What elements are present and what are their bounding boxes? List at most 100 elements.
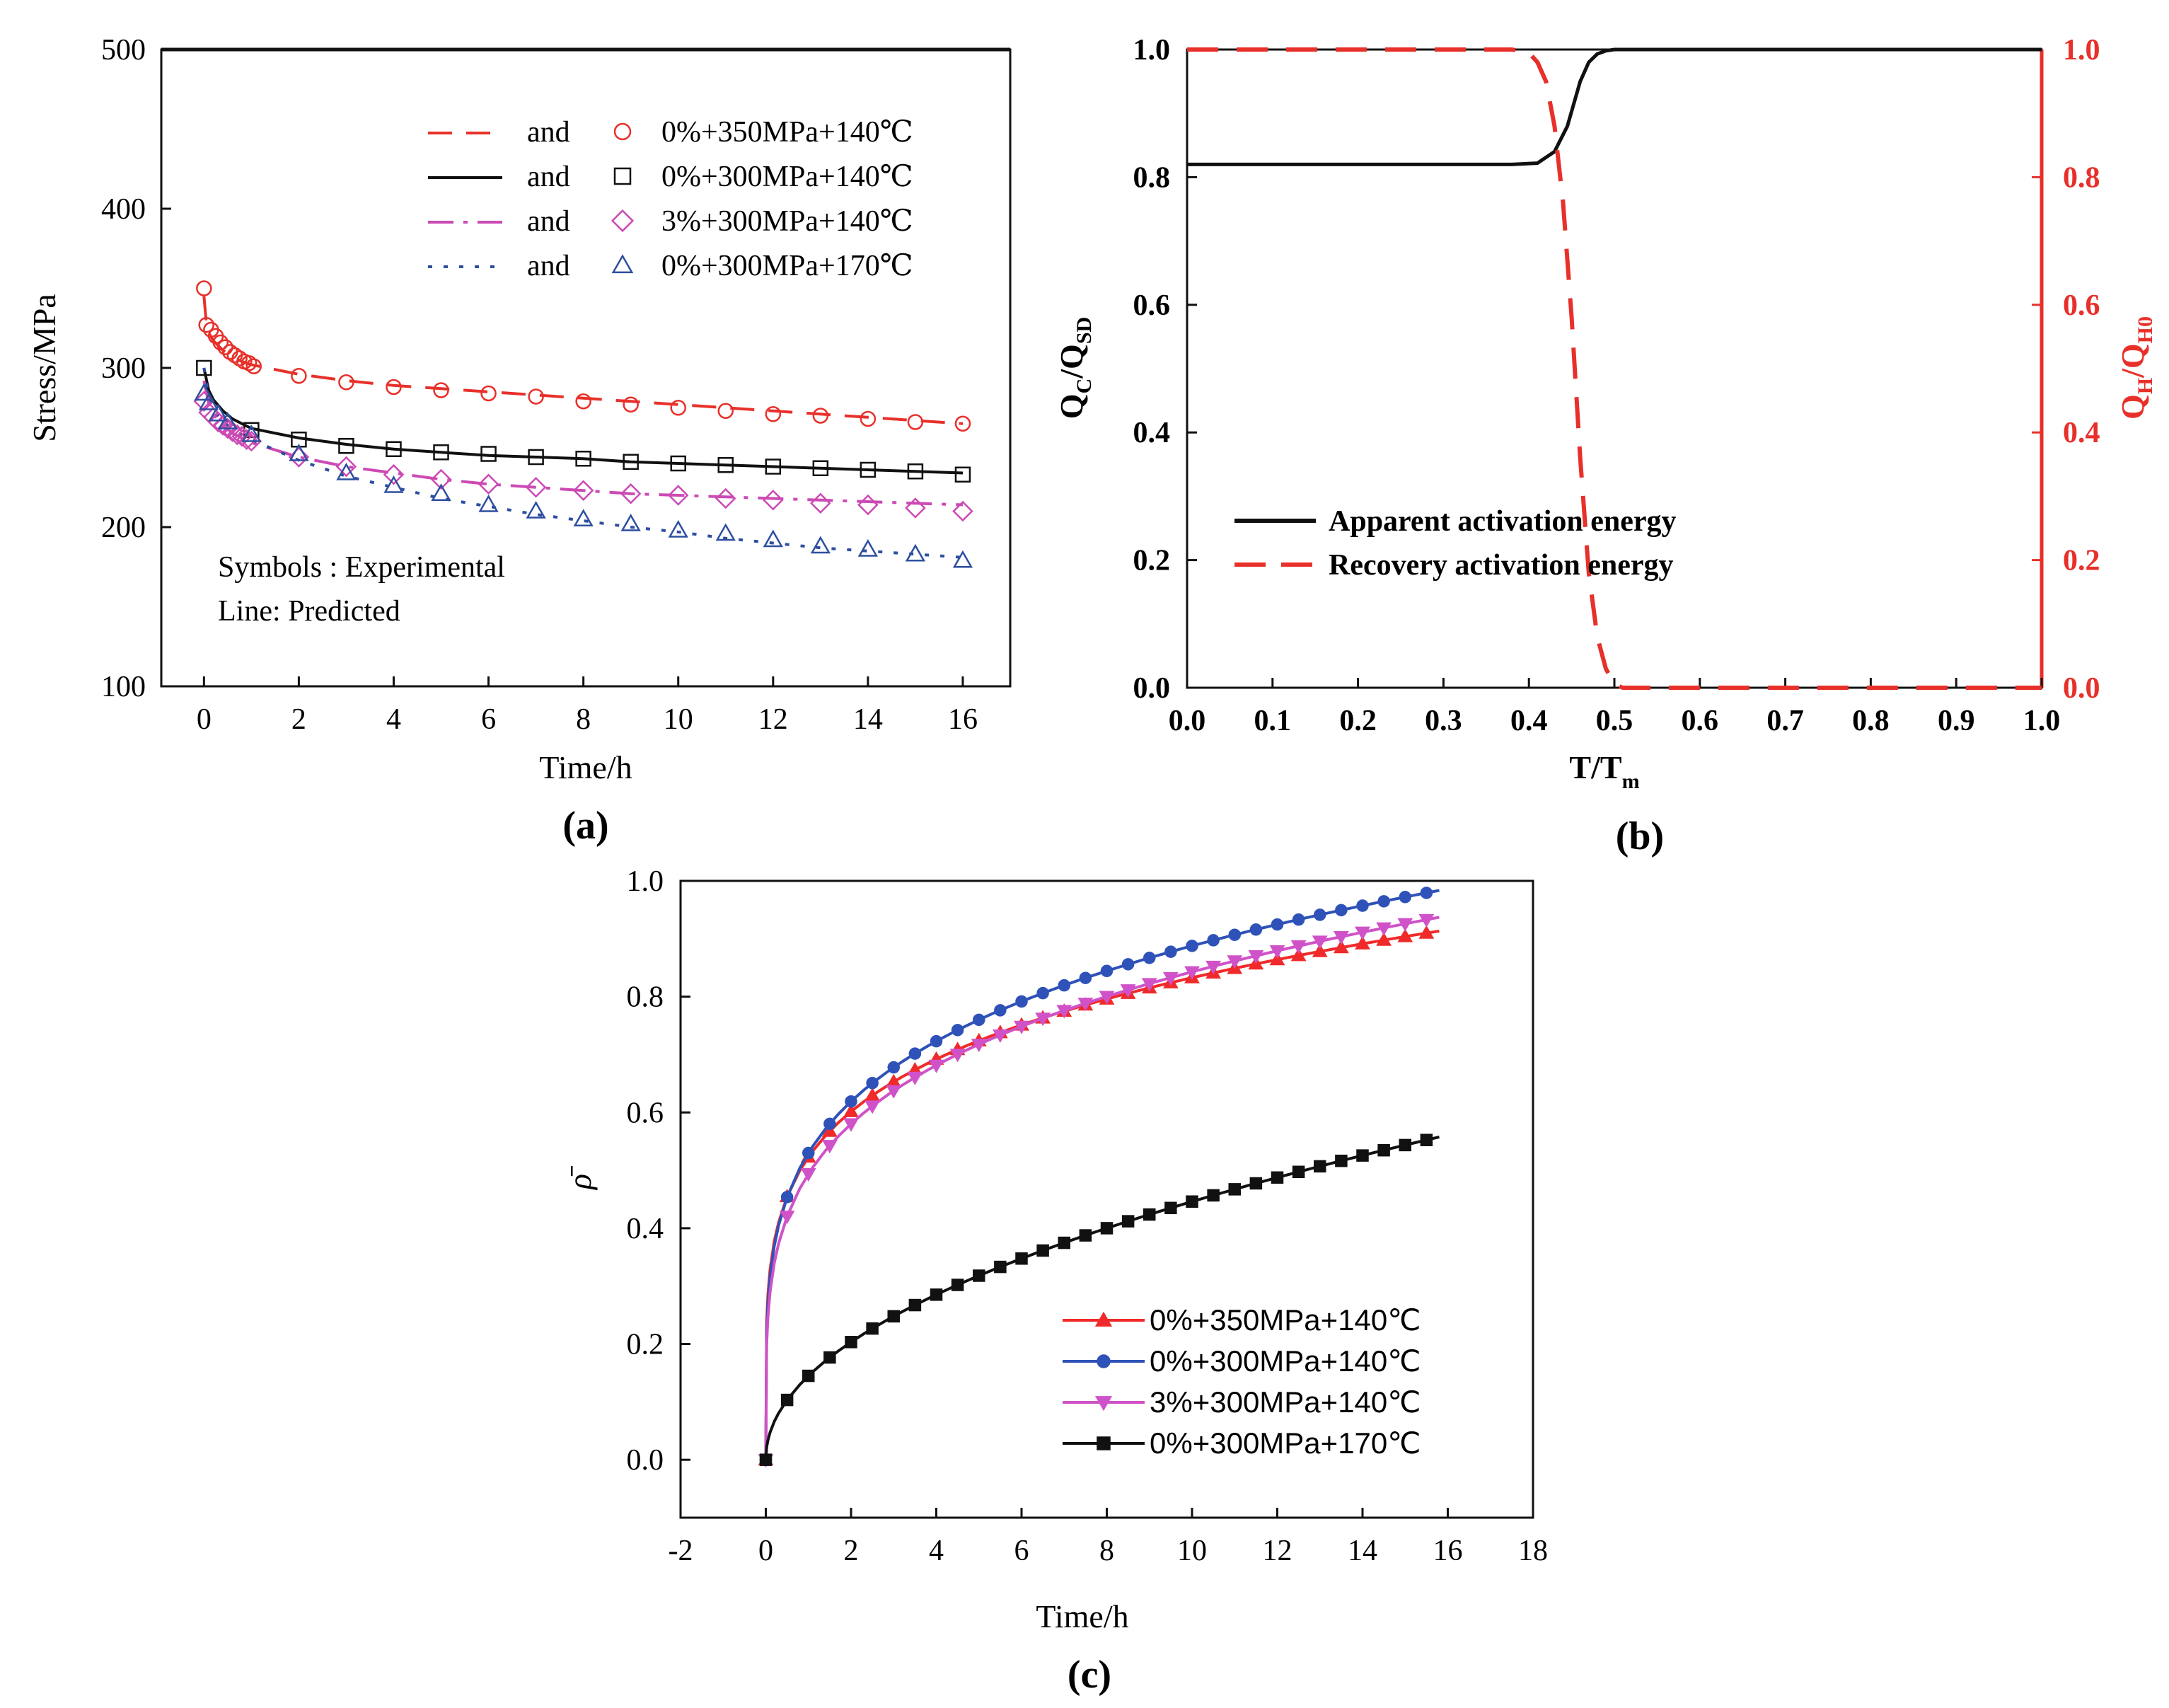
panel-c-legend-label-c300: 0%+300MPa+140℃ xyxy=(1150,1344,1421,1378)
panel-a-annotation-line: Line: Predicted xyxy=(218,595,400,628)
panel-a-y-tick-label: 400 xyxy=(101,193,146,226)
panel-c-point-c3pct xyxy=(821,1140,838,1154)
panel-a-point-s3pct xyxy=(857,494,879,516)
panel-c-point-c3pct xyxy=(1056,1005,1072,1019)
panel-a-point-s3pct xyxy=(335,456,357,478)
panel-a-x-tick-label: 8 xyxy=(576,703,591,736)
panel-c-point-c3pct xyxy=(992,1029,1008,1044)
panel-a-label: (a) xyxy=(562,804,608,848)
panel-c-point-c300 xyxy=(1356,899,1369,912)
panel-a-point-s3pct xyxy=(810,492,831,514)
panel-c-point-c170 xyxy=(1399,1138,1411,1152)
panel-c-point-c170 xyxy=(1356,1149,1369,1162)
panel-c-ticks: -2 0 2 4 6 8 10 12 14 16 18 0.0 0.2 0.4 0.6 0.8 1.0 xyxy=(627,865,1549,1567)
panel-c-point-c300 xyxy=(1036,986,1049,1000)
panel-a-x-tick-label: 10 xyxy=(664,703,693,736)
panel-a-point-s3pct xyxy=(715,487,736,509)
panel-b-x-tick-label: 0.0 xyxy=(1169,705,1206,737)
panel-a-predicted-lines xyxy=(202,296,964,559)
panel-a-point-s3pct xyxy=(763,489,784,511)
panel-c-point-c170 xyxy=(1207,1189,1220,1202)
panel-c-point-c350 xyxy=(1376,932,1392,946)
panel-b-legend: Apparent activation energy Recovery activ… xyxy=(1234,505,1677,582)
panel-c-dislocation-density: -2 0 2 4 6 8 10 12 14 16 18 0.0 0.2 0.4 0.6 0.8 1.0 Time… xyxy=(562,865,1548,1697)
panel-c-point-c300 xyxy=(1143,952,1156,964)
panel-a-point-s350 xyxy=(623,396,639,412)
panel-a-point-s350 xyxy=(291,368,307,384)
panel-c-point-c3pct xyxy=(1162,971,1179,986)
panel-c-point-c350 xyxy=(1397,928,1413,942)
panel-c-point-c3pct xyxy=(1184,966,1200,980)
panel-c-point-c170 xyxy=(887,1310,900,1323)
panel-c-point-c3pct xyxy=(949,1049,966,1063)
panel-b-y-tick-label-left: 0.4 xyxy=(1133,417,1171,449)
panel-c-point-c170 xyxy=(1036,1244,1049,1257)
panel-b-line-apparent xyxy=(1187,47,2042,166)
panel-c-point-c300 xyxy=(1079,971,1092,984)
panel-c-point-c300 xyxy=(973,1013,985,1027)
panel-a-point-s170 xyxy=(763,529,783,548)
panel-c-point-c300 xyxy=(1100,964,1114,978)
panel-c-point-c170 xyxy=(1420,1133,1433,1146)
panel-c-point-c300 xyxy=(1164,945,1177,958)
panel-c-point-c170 xyxy=(1228,1183,1241,1196)
panel-b-x-tick-label: 0.7 xyxy=(1766,705,1804,737)
panel-c-point-c350 xyxy=(1418,925,1435,939)
panel-c-point-c300 xyxy=(1249,923,1263,936)
panel-a-point-s3pct xyxy=(620,483,642,504)
panel-c-x-axis-title: Time/h xyxy=(1036,1598,1128,1634)
panel-c-y-axis-title: ρ̄ xyxy=(562,1165,598,1191)
panel-c-point-c300 xyxy=(802,1146,815,1160)
panel-c-point-c170 xyxy=(780,1393,794,1407)
panel-c-point-c3pct xyxy=(1290,940,1307,954)
panel-c-lines xyxy=(758,887,1440,1468)
panel-a-x-tick-label: 12 xyxy=(758,703,788,736)
panel-c-point-c170 xyxy=(951,1279,964,1291)
panel-a-point-s350 xyxy=(907,414,924,430)
panel-c-point-c350 xyxy=(1355,935,1370,950)
panel-b-x-tick-label: 0.2 xyxy=(1339,705,1377,737)
panel-c-point-c170 xyxy=(823,1351,836,1364)
panel-b-plot-frame xyxy=(1186,48,2043,689)
panel-c-point-c3pct xyxy=(1269,945,1285,959)
panel-a-point-s300 xyxy=(575,451,591,467)
panel-a-point-s350 xyxy=(860,410,877,427)
panel-a-point-s170 xyxy=(431,483,451,501)
panel-a-point-s350 xyxy=(433,382,449,398)
panel-a-x-tick-label: 2 xyxy=(291,703,306,736)
panel-c-point-c170 xyxy=(1100,1222,1114,1235)
panel-a-legend-joiner: and xyxy=(527,116,570,149)
panel-a-point-s350 xyxy=(198,317,214,333)
panel-a-point-s170 xyxy=(620,513,641,531)
panel-c-y-tick-label: 1.0 xyxy=(627,865,664,898)
panel-c-point-c3pct xyxy=(971,1039,987,1053)
panel-b-y-tick-label-left: 0.8 xyxy=(1133,161,1171,194)
panel-a-point-s300 xyxy=(717,457,734,473)
panel-c-point-c3pct xyxy=(1120,984,1136,998)
panel-c-x-tick-label: 14 xyxy=(1348,1535,1377,1567)
panel-a-legend: and 0%+350MPa+140℃ and 0%+300MPa+140℃ and 3%+… xyxy=(428,116,913,282)
panel-b-x-axis-title: T/Tm xyxy=(1569,749,1639,793)
panel-c-point-c170 xyxy=(1143,1208,1156,1221)
panel-c-point-c3pct xyxy=(1333,930,1349,945)
panel-c-label: (c) xyxy=(1068,1653,1111,1697)
panel-a-point-s350 xyxy=(670,400,686,416)
panel-c-point-c300 xyxy=(1271,918,1284,931)
panel-b-y-tick-label-left: 1.0 xyxy=(1133,34,1171,67)
panel-a-point-s3pct xyxy=(525,476,547,498)
panel-a-point-s300 xyxy=(623,454,639,470)
panel-a-x-tick-label: 14 xyxy=(853,703,883,736)
panel-c-point-c170 xyxy=(1271,1171,1284,1184)
panel-b-legend-label-apparent: Apparent activation energy xyxy=(1329,505,1677,538)
panel-a-point-s350 xyxy=(241,355,258,371)
panel-c-x-tick-label: 16 xyxy=(1433,1535,1463,1567)
panel-c-point-c3pct xyxy=(886,1085,902,1099)
panel-c-x-tick-label: 10 xyxy=(1177,1535,1207,1567)
svg-text:QC/QSD: QC/QSD xyxy=(1053,317,1096,419)
panel-c-point-c300 xyxy=(1399,891,1411,904)
panel-b-x-tick-label: 0.1 xyxy=(1254,705,1292,737)
panel-a-point-s170 xyxy=(952,550,973,568)
panel-a-point-s350 xyxy=(231,350,248,367)
panel-b-lines xyxy=(1187,47,2042,690)
panel-a-stress-relaxation: 0 2 4 6 8 10 12 14 16 100 200 300 400 500 Time/h Stre… xyxy=(26,34,1012,848)
